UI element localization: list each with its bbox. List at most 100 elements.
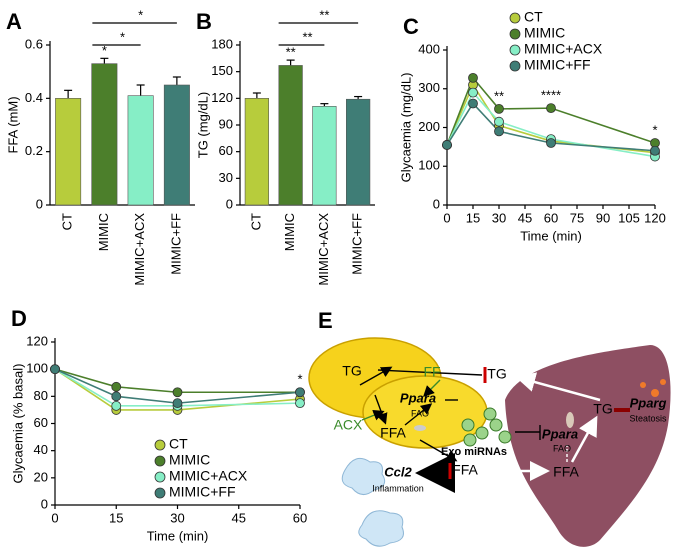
y-tick-label: 20 (34, 469, 48, 484)
x-tick-label: 45 (232, 510, 246, 525)
x-tick-label: 75 (570, 210, 584, 225)
annotation: * (297, 372, 302, 387)
x-axis-label: Time (min) (147, 528, 209, 543)
x-tick-label: MIMIC (282, 213, 297, 251)
x-tick-label: 45 (518, 210, 532, 225)
y-tick-label: 180 (211, 36, 233, 51)
annotation: * (102, 43, 107, 58)
diagram-label: Steatosis (629, 413, 667, 423)
legend-label: CT (169, 436, 188, 452)
y-tick-label: 40 (34, 442, 48, 457)
legend-label: MIMIC+ACX (524, 41, 603, 57)
diagram-label: Inflammation (372, 483, 424, 493)
diagram-label: Pparg (630, 395, 667, 410)
x-tick-label: 15 (109, 510, 123, 525)
x-tick-label: MIMIC+ACX (132, 213, 147, 286)
diagram-label: TG (342, 363, 361, 379)
diagram-label: Exo miRNAs (441, 446, 507, 458)
diagram-label: FAO (411, 408, 429, 418)
y-tick-label: 400 (418, 41, 440, 56)
y-tick-label: 80 (34, 388, 48, 403)
y-tick-label: 60 (219, 143, 233, 158)
annotation: ** (494, 88, 504, 103)
annotation: * (138, 7, 143, 22)
y-tick-label: 0.4 (25, 90, 43, 105)
annotation: ** (286, 45, 296, 60)
panel-label: B (196, 9, 212, 34)
lipid-droplet (651, 389, 659, 397)
line (54, 368, 301, 404)
marker (111, 400, 122, 411)
line (54, 368, 300, 394)
annotation: * (120, 29, 125, 44)
x-axis-label: Time (min) (520, 228, 582, 243)
diagram-label: ACX (334, 417, 363, 433)
legend-label: MIMIC (524, 25, 565, 41)
legend-label: MIMIC+FF (524, 57, 591, 73)
y-tick-label: 0.6 (25, 36, 43, 51)
diagram-label: FFA (452, 462, 478, 478)
marker (468, 73, 478, 83)
arrows (359, 366, 630, 493)
panel-label: A (6, 9, 22, 34)
annotation: ** (319, 7, 329, 22)
panel-label: E (318, 308, 333, 333)
legend-marker (154, 455, 166, 467)
marker (172, 387, 183, 398)
marker (50, 364, 60, 375)
legend-label: MIMIC (169, 452, 210, 468)
y-tick-label: 120 (26, 333, 48, 348)
legend-marker (509, 28, 521, 40)
diagram-label: FF (423, 364, 440, 380)
bar (346, 98, 371, 206)
legend-label: CT (524, 9, 543, 25)
x-tick-label: 15 (466, 210, 480, 225)
y-axis-label: FFA (mM) (5, 96, 20, 153)
y-axis-label: Glycaemia (mg/dL) (398, 73, 413, 183)
marker (546, 103, 556, 114)
lipid-droplet (640, 382, 646, 388)
legend-label: MIMIC+FF (169, 484, 236, 500)
immune-cell (358, 510, 404, 547)
marker (111, 391, 122, 402)
x-tick-label: CT (60, 213, 75, 230)
y-tick-label: 120 (211, 90, 233, 105)
x-tick-label: 105 (618, 210, 640, 225)
mitochondrion (566, 412, 574, 428)
diagram-label: Ppara (400, 390, 436, 405)
diagram-label: TG (593, 401, 612, 417)
legend-marker (154, 471, 166, 483)
annotation: ** (302, 29, 312, 44)
y-tick-label: 30 (219, 170, 233, 185)
y-tick-label: 150 (211, 63, 233, 78)
diagram-shapes (308, 337, 671, 547)
diagram-label: TG (487, 366, 506, 382)
marker (295, 387, 305, 398)
diagram-label: FAO (553, 443, 571, 453)
x-tick-label: 60 (544, 210, 558, 225)
diagram-label: FFA (553, 464, 579, 480)
immune-cell (341, 457, 386, 495)
diagram-label: Ccl2 (384, 464, 412, 479)
bar (127, 95, 154, 206)
x-tick-label: MIMIC (96, 213, 111, 251)
y-axis-label: Glycaemia (% basal) (10, 364, 25, 484)
marker (468, 87, 478, 98)
marker (494, 116, 504, 127)
marker (295, 398, 305, 409)
y-axis-label: TG (mg/dL) (195, 92, 210, 158)
x-tick-label: MIMIC+FF (350, 213, 365, 275)
legend-marker (509, 12, 521, 24)
y-tick-label: 200 (418, 119, 440, 134)
x-tick-label: 30 (492, 210, 506, 225)
diagram-label: FFA (380, 425, 406, 441)
bar (278, 65, 303, 206)
x-tick-label: 120 (644, 210, 666, 225)
y-tick-label: 0 (433, 196, 440, 211)
marker (468, 98, 478, 109)
y-tick-label: 0.2 (25, 143, 43, 158)
panel-label: C (403, 14, 419, 39)
y-tick-label: 0 (226, 196, 233, 211)
y-tick-label: 300 (418, 80, 440, 95)
